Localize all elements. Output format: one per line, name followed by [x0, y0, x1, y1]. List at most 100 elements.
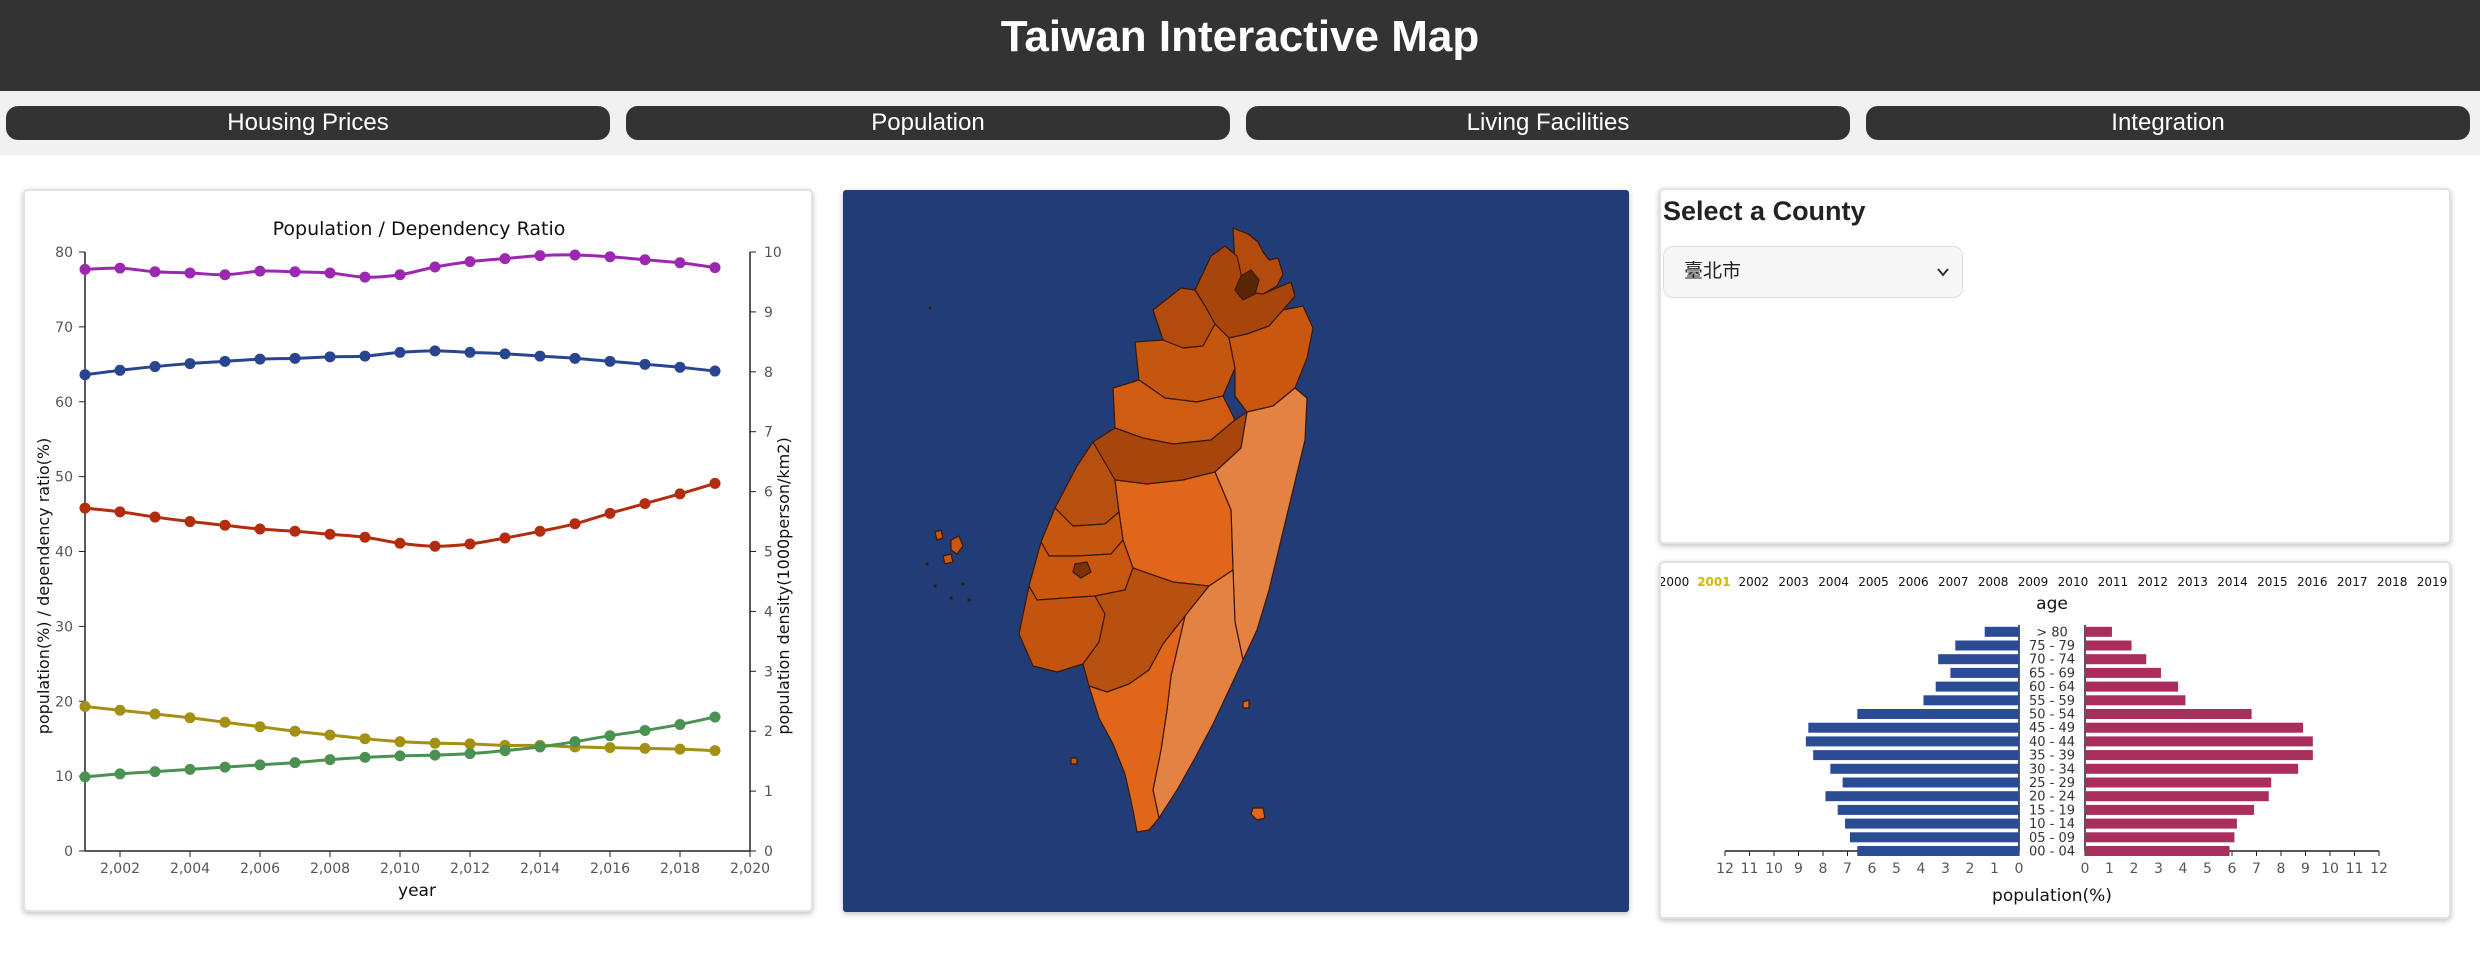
series-point-1[interactable]	[359, 350, 371, 362]
pyramid-bar-male[interactable]	[1805, 736, 2019, 747]
year-option-2007[interactable]: 2007	[1938, 575, 1969, 589]
pyramid-bar-male[interactable]	[1830, 763, 2019, 774]
series-point-4[interactable]	[639, 724, 651, 736]
series-point-2[interactable]	[534, 525, 546, 537]
series-point-2[interactable]	[114, 506, 126, 518]
year-option-2002[interactable]: 2002	[1739, 575, 1770, 589]
series-point-4[interactable]	[219, 761, 231, 773]
map-county-yilan[interactable]	[1228, 305, 1314, 413]
series-point-0[interactable]	[534, 250, 546, 262]
pyramid-bar-male[interactable]	[1938, 654, 2019, 665]
series-point-4[interactable]	[429, 749, 441, 761]
series-point-1[interactable]	[114, 364, 126, 376]
series-point-2[interactable]	[79, 502, 91, 514]
series-point-2[interactable]	[254, 523, 266, 535]
series-point-2[interactable]	[429, 540, 441, 552]
pyramid-bar-male[interactable]	[1857, 709, 2019, 719]
series-point-0[interactable]	[394, 269, 406, 281]
series-point-1[interactable]	[149, 361, 161, 373]
pyramid-bar-male[interactable]	[1955, 640, 2019, 651]
year-option-2019[interactable]: 2019	[2417, 575, 2448, 589]
series-point-1[interactable]	[429, 345, 441, 357]
pyramid-bar-male[interactable]	[1950, 667, 2019, 678]
series-point-0[interactable]	[674, 257, 686, 269]
series-point-2[interactable]	[639, 498, 651, 510]
series-point-0[interactable]	[324, 267, 336, 279]
series-point-4[interactable]	[149, 766, 161, 778]
year-option-2009[interactable]: 2009	[2018, 575, 2049, 589]
pyramid-bar-female[interactable]	[2085, 750, 2313, 761]
year-option-2000[interactable]: 2000	[1659, 575, 1690, 589]
series-point-4[interactable]	[464, 748, 476, 760]
series-point-4[interactable]	[709, 711, 721, 723]
series-point-1[interactable]	[324, 351, 336, 363]
series-point-3[interactable]	[359, 733, 371, 745]
series-point-3[interactable]	[464, 738, 476, 750]
series-point-0[interactable]	[79, 263, 91, 275]
year-option-2013[interactable]: 2013	[2177, 575, 2208, 589]
series-point-4[interactable]	[114, 768, 126, 780]
series-point-0[interactable]	[219, 269, 231, 281]
series-point-1[interactable]	[499, 348, 511, 360]
series-point-1[interactable]	[709, 365, 721, 377]
series-point-2[interactable]	[324, 528, 336, 540]
series-point-1[interactable]	[674, 361, 686, 373]
pyramid-bar-male[interactable]	[1935, 681, 2019, 692]
series-point-4[interactable]	[534, 741, 546, 753]
year-option-2008[interactable]: 2008	[1978, 575, 2009, 589]
series-point-4[interactable]	[604, 730, 616, 742]
year-option-2015[interactable]: 2015	[2257, 575, 2288, 589]
series-point-3[interactable]	[604, 742, 616, 754]
series-point-3[interactable]	[149, 708, 161, 720]
map-county-taipei[interactable]	[1234, 269, 1260, 301]
series-point-2[interactable]	[359, 531, 371, 543]
county-select[interactable]: 臺北市	[1663, 246, 1963, 298]
series-point-1[interactable]	[289, 352, 301, 364]
series-point-4[interactable]	[394, 750, 406, 762]
series-point-0[interactable]	[184, 267, 196, 279]
series-point-2[interactable]	[674, 488, 686, 500]
pyramid-bar-female[interactable]	[2085, 763, 2299, 774]
pyramid-bar-male[interactable]	[1825, 791, 2019, 802]
series-point-1[interactable]	[184, 358, 196, 370]
series-point-1[interactable]	[639, 358, 651, 370]
series-point-1[interactable]	[569, 352, 581, 364]
series-point-3[interactable]	[254, 721, 266, 733]
taiwan-map[interactable]	[843, 190, 1629, 912]
series-point-3[interactable]	[639, 742, 651, 754]
pyramid-bar-male[interactable]	[1837, 804, 2019, 815]
series-point-2[interactable]	[184, 516, 196, 528]
series-point-3[interactable]	[289, 725, 301, 737]
pyramid-bar-female[interactable]	[2085, 804, 2255, 815]
series-point-4[interactable]	[254, 759, 266, 771]
pyramid-bar-female[interactable]	[2085, 791, 2269, 802]
pyramid-bar-male[interactable]	[1923, 695, 2019, 706]
series-point-0[interactable]	[359, 271, 371, 283]
series-point-4[interactable]	[79, 771, 91, 783]
pyramid-bar-male[interactable]	[1813, 750, 2019, 761]
series-point-1[interactable]	[394, 346, 406, 358]
pyramid-bar-female[interactable]	[2085, 709, 2252, 719]
series-point-3[interactable]	[79, 700, 91, 712]
pyramid-bar-female[interactable]	[2085, 640, 2132, 651]
series-point-1[interactable]	[534, 350, 546, 362]
series-point-0[interactable]	[604, 251, 616, 263]
series-point-2[interactable]	[219, 519, 231, 531]
pyramid-bar-male[interactable]	[1845, 818, 2019, 829]
series-point-0[interactable]	[709, 262, 721, 274]
series-point-1[interactable]	[604, 355, 616, 367]
series-point-4[interactable]	[324, 754, 336, 766]
series-point-3[interactable]	[184, 712, 196, 724]
series-point-2[interactable]	[149, 511, 161, 523]
series-point-0[interactable]	[149, 266, 161, 278]
series-point-2[interactable]	[499, 532, 511, 544]
series-point-3[interactable]	[219, 716, 231, 728]
pyramid-bar-male[interactable]	[1857, 846, 2019, 856]
series-point-3[interactable]	[429, 737, 441, 749]
series-point-4[interactable]	[499, 745, 511, 757]
series-point-3[interactable]	[114, 704, 126, 716]
map-county-chiayi-city[interactable]	[1072, 561, 1092, 579]
series-point-3[interactable]	[324, 729, 336, 741]
year-option-2018[interactable]: 2018	[2377, 575, 2408, 589]
series-point-0[interactable]	[464, 256, 476, 268]
